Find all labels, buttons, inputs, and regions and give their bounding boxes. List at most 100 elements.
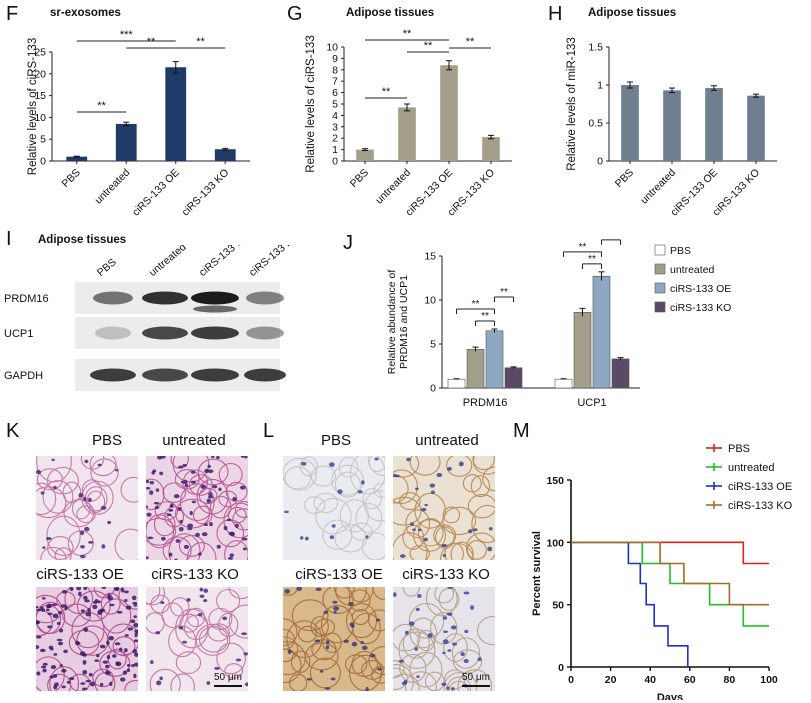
tissue-nucleus <box>88 541 94 544</box>
x-tick-label: 40 <box>644 674 656 686</box>
tissue-nucleus <box>149 480 155 485</box>
lane-label: ciRS-133 OE <box>197 245 252 279</box>
tissue-cell <box>146 587 166 606</box>
y-tick-label: 10 <box>424 295 436 307</box>
tissue-cell <box>393 469 418 504</box>
tissue-cell <box>168 533 201 560</box>
tissue-nucleus <box>218 487 222 492</box>
tissue-nucleus <box>377 667 383 671</box>
tissue-nucleus <box>76 587 82 591</box>
significance-label: ** <box>481 311 489 322</box>
tissue-nucleus <box>446 612 453 616</box>
x-tick-label: untreated <box>93 167 133 207</box>
tissue-nucleus <box>133 673 137 679</box>
tissue-cell <box>443 633 468 662</box>
tissue-nucleus <box>80 544 85 549</box>
tissue-nucleus <box>229 553 234 558</box>
y-axis-label: PRDM16 and UCP1 <box>398 275 410 369</box>
tissue-nucleus <box>46 603 53 609</box>
tissue-nucleus <box>427 633 433 638</box>
tissue-nucleus <box>398 659 405 663</box>
chart-m: 0 50 100 150 0 20 40 60 80 100 PBS untreated ciRS-13… <box>531 443 793 700</box>
y-tick-label: 1.5 <box>588 42 603 54</box>
tissue-nucleus <box>183 544 190 549</box>
blot-band <box>246 291 284 305</box>
tissue-cell <box>416 629 436 652</box>
tissue-cell <box>124 679 138 691</box>
y-tick-label: 50 <box>552 600 564 612</box>
tissue-nucleus <box>36 620 40 625</box>
tissue-cell <box>482 466 495 492</box>
y-tick-label: 0 <box>430 383 436 395</box>
tissue-nucleus <box>182 463 188 467</box>
tissue-cell <box>106 623 138 656</box>
tissue-nucleus <box>362 645 368 650</box>
legend-swatch <box>654 244 666 256</box>
tissue-cell <box>283 648 302 684</box>
tissue-nucleus <box>212 485 218 489</box>
tissue-cell <box>46 466 79 495</box>
significance-label: ** <box>424 40 433 52</box>
tissue-cell <box>339 499 369 533</box>
tissue-nucleus <box>168 552 173 557</box>
tissue-cell <box>368 609 385 632</box>
tissue-nucleus <box>415 487 419 491</box>
tissue-nucleus <box>178 465 184 469</box>
tissue-nucleus <box>146 479 150 484</box>
tissue-nucleus <box>408 621 415 626</box>
tissue-nucleus <box>92 600 98 604</box>
tissue-nucleus <box>39 648 46 653</box>
panel-label-j: J <box>343 232 353 254</box>
tissue-nucleus <box>108 635 115 641</box>
tissue-nucleus <box>178 626 184 630</box>
legend-label: ciRS-133 OE <box>728 481 792 493</box>
tissue-nucleus <box>125 605 132 610</box>
tissue-nucleus <box>442 616 448 620</box>
tissue-nucleus <box>56 621 61 626</box>
tissue-nucleus <box>447 587 454 589</box>
tissue-cell <box>290 650 311 673</box>
tissue-nucleus <box>333 610 337 614</box>
tissue-cell <box>442 506 461 524</box>
tissue-cell <box>414 492 446 529</box>
bar-2 <box>705 88 723 161</box>
tissue-nucleus <box>227 556 234 560</box>
tissue-nucleus <box>82 660 87 665</box>
tissue-cell <box>42 480 74 514</box>
tissue-cell <box>367 456 385 477</box>
tissue-cell <box>118 587 138 610</box>
tissue-nucleus <box>410 522 414 526</box>
tissue-cell <box>372 587 385 600</box>
tissue-nucleus <box>330 677 336 681</box>
tissue-cell <box>99 650 131 677</box>
tissue-nucleus <box>175 539 181 543</box>
tissue-nucleus <box>357 490 363 494</box>
l-label-oe: ciRS-133 OE <box>295 566 383 583</box>
tissue-nucleus <box>106 654 111 660</box>
tissue-cell <box>361 532 385 560</box>
tissue-cell <box>114 528 138 560</box>
tissue-cell <box>81 480 114 515</box>
tissue-nucleus <box>50 665 57 670</box>
tissue-cell <box>404 671 437 691</box>
panel-title-i: Adipose tissues <box>38 234 127 246</box>
tissue-nucleus <box>232 496 237 502</box>
bar-3 <box>214 149 236 161</box>
tissue-cell <box>361 660 384 680</box>
tissue-cell <box>283 618 298 647</box>
tissue-cell <box>409 651 443 688</box>
tissue-nucleus <box>166 513 172 517</box>
tissue-nucleus <box>421 507 427 512</box>
k-label-pbs: PBS <box>91 432 122 449</box>
tissue-nucleus <box>180 480 185 484</box>
tissue-nucleus <box>85 612 92 617</box>
bar-0 <box>66 156 88 161</box>
bar-1 <box>115 123 137 161</box>
tissue-nucleus <box>50 647 54 651</box>
tissue-nucleus <box>190 470 196 474</box>
tissue-nucleus <box>319 669 324 673</box>
y-tick-label: 2 <box>332 133 338 145</box>
bar-PBS <box>447 378 466 389</box>
tissue-cell <box>457 669 493 691</box>
